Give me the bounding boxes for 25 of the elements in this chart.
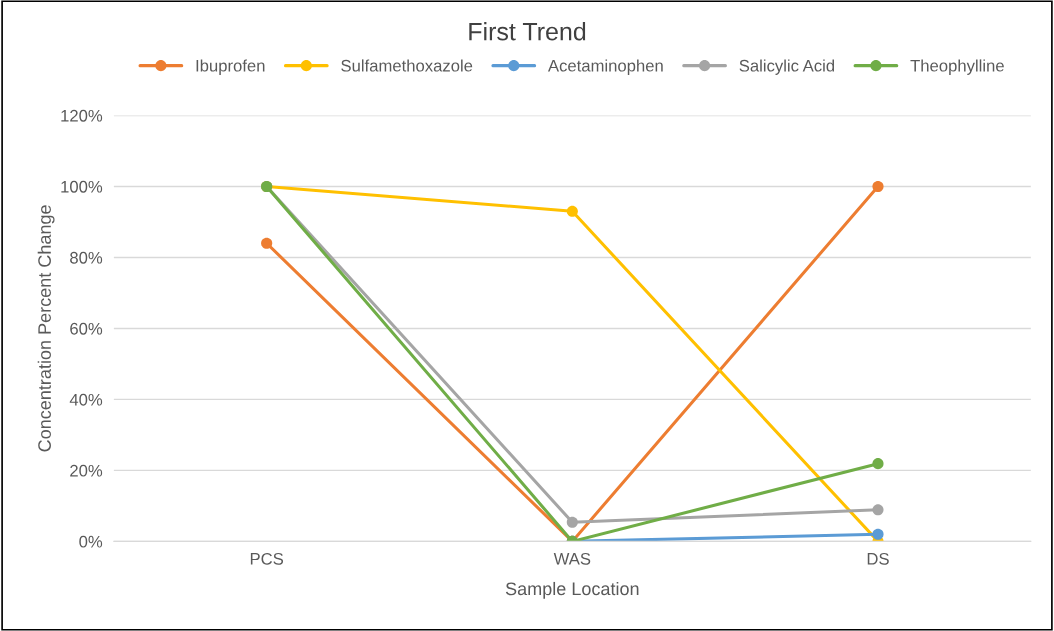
y-tick-label: 100% [61,180,103,193]
point [872,528,884,540]
x-tick-label: PCS [250,552,284,565]
point [566,205,578,217]
y-tick-label: 40% [69,393,103,406]
point [872,504,884,516]
x-tick-label: DS [867,552,889,565]
x-axis-title: Sample Location [505,581,639,599]
point [872,180,884,193]
legend-label: Sulfamethoxazole [341,59,473,72]
y-tick-label: 120% [61,109,103,122]
y-axis-title: Concentration Percent Change [37,205,55,452]
legend-label: Ibuprofen [196,59,265,75]
legend-label: Theophylline [910,59,1004,75]
y-tick-label: 80% [70,251,103,264]
point [566,516,578,528]
y-tick-label: 0% [79,535,103,548]
legend-label: Salicylic Acid [739,59,835,75]
point [872,458,884,470]
x-tick-label: WAS [553,552,591,565]
y-tick-label: 60% [70,322,103,335]
point [261,237,273,249]
y-tick-label: 20% [70,464,103,477]
chart-title: First Trend [469,22,586,41]
legend-label: Acetaminophen [547,59,663,75]
